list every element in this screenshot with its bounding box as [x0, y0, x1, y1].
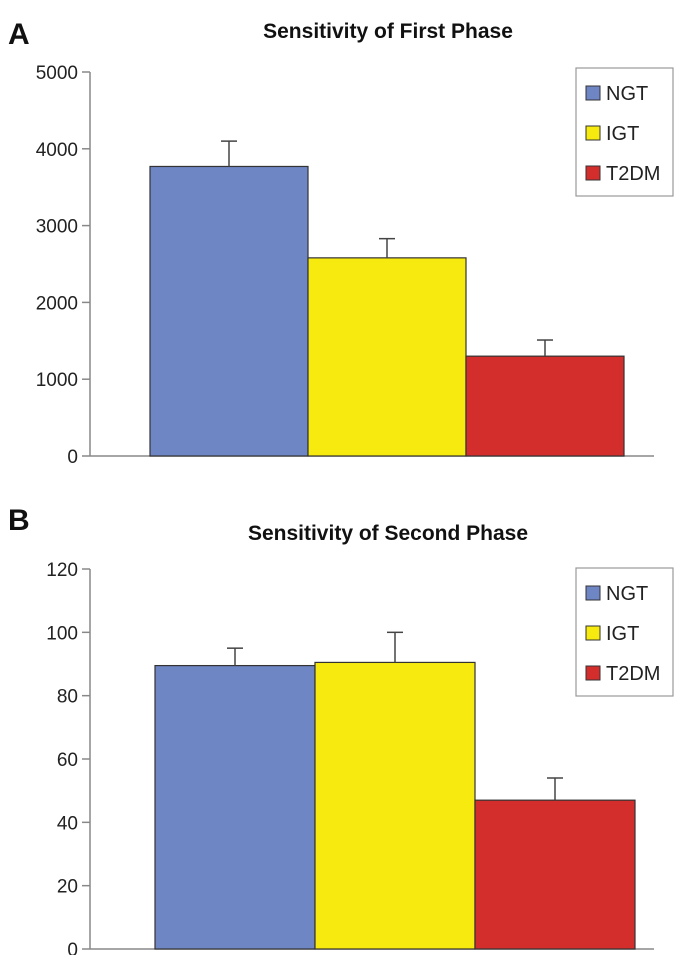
- y-ticks-b: 0 20 40 60 80 100 120: [46, 560, 90, 955]
- y-ticks-a: 0 1000 2000 3000 4000 5000: [36, 63, 90, 468]
- bar-t2dm: [474, 799, 636, 950]
- legend-label-ngt: NGT: [606, 583, 648, 605]
- bars-b: [154, 661, 636, 950]
- y-tick-label: 0: [67, 940, 78, 955]
- y-tick-label: 0: [67, 447, 78, 468]
- y-tick-label: 3000: [36, 217, 78, 238]
- bar-igt: [307, 257, 467, 457]
- y-tick-label: 20: [57, 877, 78, 898]
- y-tick-label: 40: [57, 813, 78, 834]
- legend-label-ngt: NGT: [606, 83, 648, 105]
- panel-label-b: B: [8, 504, 30, 537]
- chart-panel-b: B Sensitivity of Second Phase 0 20 40 60 80 1…: [8, 504, 674, 955]
- chart-panel-a: A Sensitivity of First Phase 0 1000 2000 30…: [8, 18, 674, 468]
- legend-swatch-ngt: [585, 585, 601, 601]
- bar-ngt: [154, 664, 316, 950]
- chart-title-a: Sensitivity of First Phase: [263, 20, 513, 43]
- error-bars-b: [227, 631, 563, 801]
- y-tick-label: 100: [46, 623, 78, 644]
- y-tick-label: 60: [57, 750, 78, 771]
- bar-igt: [314, 661, 476, 950]
- y-tick-label: 1000: [36, 370, 78, 391]
- y-tick-label: 5000: [36, 63, 78, 84]
- bar-t2dm: [465, 355, 625, 457]
- y-tick-label: 2000: [36, 293, 78, 314]
- legend-swatch-t2dm: [585, 165, 601, 181]
- bar-ngt: [149, 165, 309, 457]
- y-tick-label: 80: [57, 687, 78, 708]
- panel-label-a: A: [8, 18, 30, 51]
- legend-b: NGT IGT T2DM: [575, 567, 674, 697]
- legend-swatch-ngt: [585, 85, 601, 101]
- error-bars-a: [221, 140, 553, 357]
- legend-label-t2dm: T2DM: [606, 663, 660, 685]
- legend-label-igt: IGT: [606, 623, 639, 645]
- legend-label-t2dm: T2DM: [606, 163, 660, 185]
- legend-label-igt: IGT: [606, 123, 639, 145]
- legend-a: NGT IGT T2DM: [575, 67, 674, 197]
- y-tick-label: 4000: [36, 140, 78, 161]
- legend-swatch-t2dm: [585, 665, 601, 681]
- chart-title-b: Sensitivity of Second Phase: [248, 522, 528, 545]
- bars-a: [149, 165, 625, 457]
- y-tick-label: 120: [46, 560, 78, 581]
- legend-swatch-igt: [585, 125, 601, 141]
- legend-swatch-igt: [585, 625, 601, 641]
